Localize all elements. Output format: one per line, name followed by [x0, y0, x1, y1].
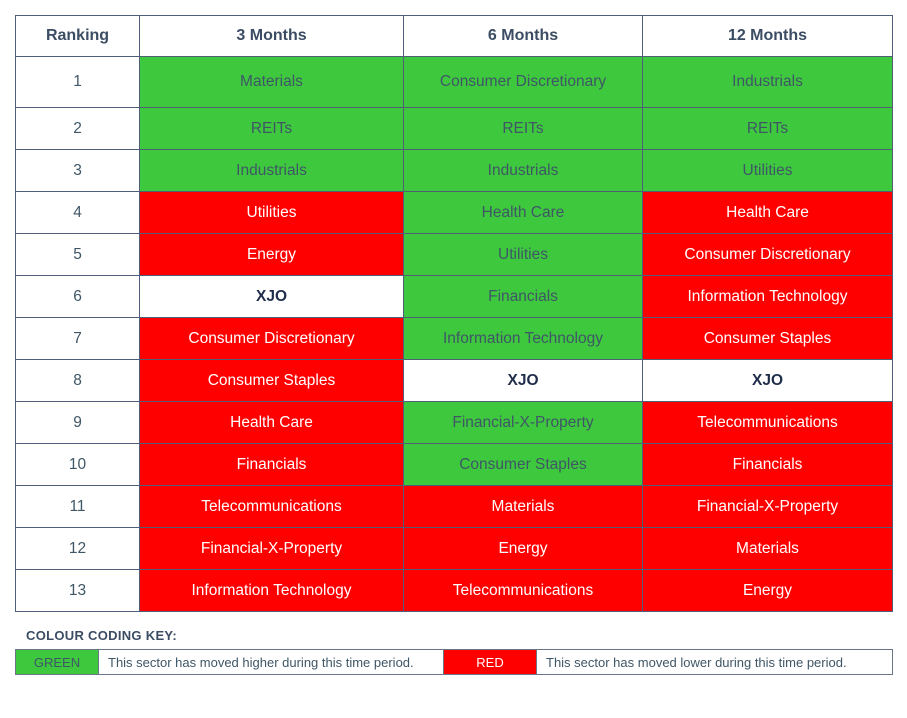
sector-cell: Consumer Staples	[642, 317, 893, 360]
sector-cell: Consumer Discretionary	[139, 317, 404, 360]
table-row: 6 XJO Financials Information Technology	[15, 275, 893, 318]
table-row: 12 Financial-X-Property Energy Materials	[15, 527, 893, 570]
sector-cell: Health Care	[403, 191, 643, 234]
table-row: 8 Consumer Staples XJO XJO	[15, 359, 893, 402]
table-row: 11 Telecommunications Materials Financial-X…	[15, 485, 893, 528]
column-header: 3 Months	[139, 15, 404, 57]
sector-cell: Information Technology	[139, 569, 404, 612]
sector-cell: Utilities	[403, 233, 643, 276]
sector-cell: Information Technology	[403, 317, 643, 360]
sector-cell: Information Technology	[642, 275, 893, 318]
rank-cell: 9	[15, 401, 140, 444]
ranking-table: Ranking 3 Months 6 Months 12 Months 1 Materi…	[15, 15, 893, 612]
sector-cell: Consumer Discretionary	[642, 233, 893, 276]
sector-cell: Materials	[642, 527, 893, 570]
sector-cell: Financials	[642, 443, 893, 486]
sector-cell: REITs	[139, 107, 404, 150]
rank-cell: 1	[15, 56, 140, 108]
sector-cell: Energy	[642, 569, 893, 612]
rank-cell: 8	[15, 359, 140, 402]
sector-cell: REITs	[403, 107, 643, 150]
table-row: 13 Information Technology Telecommunicatio…	[15, 569, 893, 612]
sector-cell: Industrials	[139, 149, 404, 192]
sector-cell: Telecommunications	[403, 569, 643, 612]
table-row: 2 REITs REITs REITs	[15, 107, 893, 150]
key-row: GREEN This sector has moved higher during…	[15, 649, 893, 675]
rank-cell: 13	[15, 569, 140, 612]
table-row: 7 Consumer Discretionary Information Techn…	[15, 317, 893, 360]
sector-cell: Telecommunications	[642, 401, 893, 444]
table-row: 9 Health Care Financial-X-Property Telecomm…	[15, 401, 893, 444]
table-row: 4 Utilities Health Care Health Care	[15, 191, 893, 234]
sector-cell: Energy	[139, 233, 404, 276]
sector-cell: Materials	[403, 485, 643, 528]
sector-cell: XJO	[403, 359, 643, 402]
key-description: This sector has moved lower during this …	[536, 649, 893, 675]
column-header: Ranking	[15, 15, 140, 57]
sector-cell: Telecommunications	[139, 485, 404, 528]
key-label: GREEN	[15, 649, 99, 675]
sector-cell: Consumer Discretionary	[403, 56, 643, 108]
table-row: 1 Materials Consumer Discretionary Industri…	[15, 56, 893, 108]
rank-cell: 3	[15, 149, 140, 192]
table-row: 5 Energy Utilities Consumer Discretionary	[15, 233, 893, 276]
sector-cell: Financials	[139, 443, 404, 486]
sector-cell: Financial-X-Property	[642, 485, 893, 528]
sector-cell: Utilities	[642, 149, 893, 192]
sector-cell: REITs	[642, 107, 893, 150]
column-header: 12 Months	[642, 15, 893, 57]
sector-cell: Consumer Staples	[403, 443, 643, 486]
sector-cell: Financial-X-Property	[139, 527, 404, 570]
rank-cell: 7	[15, 317, 140, 360]
rank-cell: 6	[15, 275, 140, 318]
sector-cell: Industrials	[403, 149, 643, 192]
sector-cell: Materials	[139, 56, 404, 108]
sector-cell: Energy	[403, 527, 643, 570]
sector-cell: Industrials	[642, 56, 893, 108]
rank-cell: 11	[15, 485, 140, 528]
rank-cell: 10	[15, 443, 140, 486]
column-header: 6 Months	[403, 15, 643, 57]
rank-cell: 2	[15, 107, 140, 150]
sector-cell: XJO	[642, 359, 893, 402]
sector-cell: Health Care	[139, 401, 404, 444]
sector-cell: Health Care	[642, 191, 893, 234]
sector-cell: XJO	[139, 275, 404, 318]
rank-cell: 12	[15, 527, 140, 570]
key-label: RED	[443, 649, 537, 675]
key-description: This sector has moved higher during this…	[98, 649, 444, 675]
rank-cell: 4	[15, 191, 140, 234]
sector-cell: Consumer Staples	[139, 359, 404, 402]
sector-cell: Financial-X-Property	[403, 401, 643, 444]
rank-cell: 5	[15, 233, 140, 276]
sector-cell: Financials	[403, 275, 643, 318]
header-row: Ranking 3 Months 6 Months 12 Months	[15, 15, 893, 57]
key-title: COLOUR CODING KEY:	[26, 628, 178, 643]
colour-key: GREEN This sector has moved higher during…	[15, 649, 893, 675]
table-row: 3 Industrials Industrials Utilities	[15, 149, 893, 192]
sector-cell: Utilities	[139, 191, 404, 234]
table-row: 10 Financials Consumer Staples Financials	[15, 443, 893, 486]
